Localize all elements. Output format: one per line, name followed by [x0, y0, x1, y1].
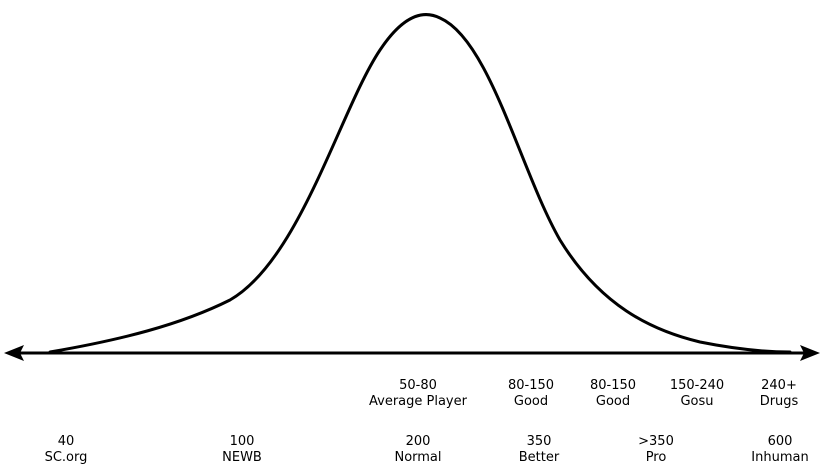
lower-value: 100 — [230, 434, 255, 449]
lower-label-normal: 200 Normal — [394, 434, 441, 465]
lower-value: 600 — [768, 434, 793, 449]
upper-value: 50-80 — [399, 378, 437, 393]
lower-value: >350 — [638, 434, 674, 449]
lower-caption: Normal — [394, 450, 441, 465]
right-arrow-icon — [800, 345, 820, 361]
lower-caption: Pro — [646, 450, 667, 465]
upper-label-average: 50-80 Average Player — [369, 378, 468, 409]
lower-label-inhuman: 600 Inhuman — [751, 434, 808, 465]
lower-label-better: 350 Better — [519, 434, 560, 465]
lower-value: 350 — [527, 434, 552, 449]
upper-label-drugs: 240+ Drugs — [760, 378, 799, 409]
upper-label-good-2: 80-150 Good — [590, 378, 636, 409]
lower-caption: SC.org — [45, 450, 88, 465]
distribution-curve — [48, 13, 792, 354]
upper-label-gosu: 150-240 Gosu — [670, 378, 724, 409]
upper-caption: Good — [596, 394, 630, 409]
lower-caption: Inhuman — [751, 450, 808, 465]
lower-value: 200 — [406, 434, 431, 449]
upper-value: 80-150 — [590, 378, 636, 393]
lower-labels: 40 SC.org 100 NEWB 200 Normal 350 Better… — [45, 434, 809, 465]
lower-value: 40 — [58, 434, 75, 449]
left-arrow-icon — [4, 345, 24, 361]
upper-value: 240+ — [761, 378, 797, 393]
upper-value: 150-240 — [670, 378, 724, 393]
lower-label-newb: 100 NEWB — [222, 434, 262, 465]
lower-caption: Better — [519, 450, 560, 465]
upper-caption: Average Player — [369, 394, 468, 409]
upper-caption: Good — [514, 394, 548, 409]
lower-label-pro: >350 Pro — [638, 434, 674, 465]
upper-caption: Drugs — [760, 394, 799, 409]
upper-value: 80-150 — [508, 378, 554, 393]
upper-labels: 50-80 Average Player 80-150 Good 80-150 … — [369, 378, 799, 409]
upper-label-good-1: 80-150 Good — [508, 378, 554, 409]
lower-caption: NEWB — [222, 450, 262, 465]
upper-caption: Gosu — [680, 394, 713, 409]
lower-label-sc-org: 40 SC.org — [45, 434, 88, 465]
